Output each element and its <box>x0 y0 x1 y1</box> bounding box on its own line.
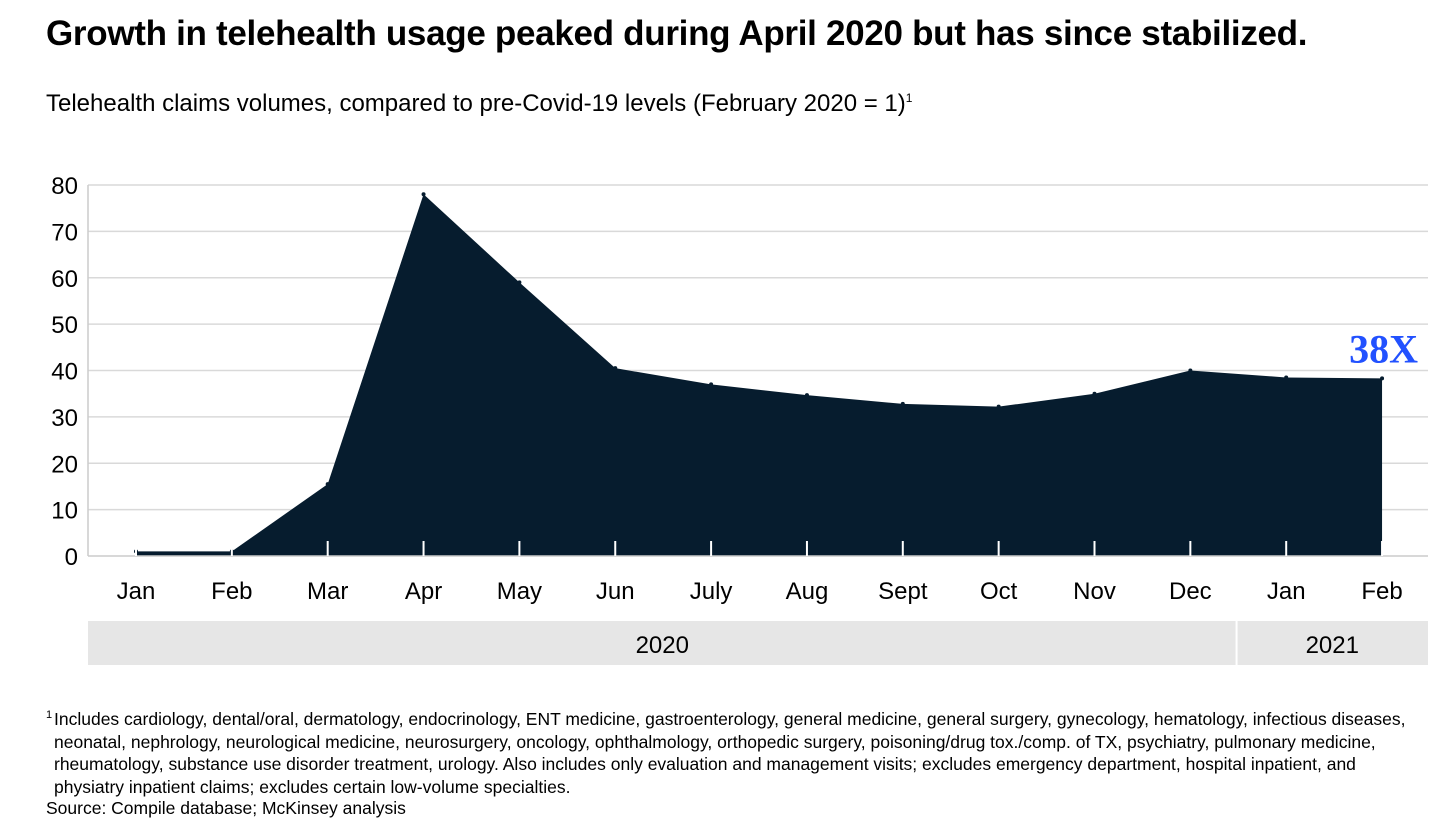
year-label: 2020 <box>636 632 689 659</box>
footnote-text: Includes cardiology, dental/oral, dermat… <box>54 709 1406 797</box>
annotation-38x: 38X <box>1349 326 1418 371</box>
y-tick-label: 0 <box>65 544 78 571</box>
y-tick-label: 40 <box>51 359 78 386</box>
x-tick-label: Jan <box>117 578 156 605</box>
x-tick-label: Jun <box>596 578 635 605</box>
data-point-8 <box>900 401 905 406</box>
data-point-12 <box>1284 375 1289 380</box>
data-point-7 <box>804 393 809 398</box>
data-point-2 <box>325 482 330 487</box>
x-tick-label: Feb <box>1361 578 1402 605</box>
x-tick-label: Mar <box>307 578 348 605</box>
y-tick-label: 70 <box>51 219 78 246</box>
data-point-6 <box>709 382 714 387</box>
data-point-11 <box>1188 368 1193 373</box>
footnote-mark: 1 <box>46 709 53 721</box>
data-point-9 <box>996 404 1001 409</box>
chart-subtitle: Telehealth claims volumes, compared to p… <box>46 90 912 118</box>
telehealth-area-chart: 0 10 20 30 40 50 60 70 80 Jan Feb Mar Apr May Jun July A… <box>51 173 1428 665</box>
data-point-5 <box>613 366 618 371</box>
x-tick-label: Aug <box>786 578 829 605</box>
y-tick-label: 30 <box>51 405 78 432</box>
x-tick-label: Apr <box>405 578 442 605</box>
x-tick-label: July <box>690 578 733 605</box>
x-tick-label: Feb <box>211 578 252 605</box>
year-band <box>88 621 1237 665</box>
x-tick-label: Sept <box>878 578 928 605</box>
chart-title: Growth in telehealth usage peaked during… <box>46 14 1308 53</box>
x-tick-label: Nov <box>1073 578 1116 605</box>
year-band <box>1236 621 1428 665</box>
x-tick-label: Oct <box>980 578 1018 605</box>
subtitle-footnote-mark: 1 <box>905 91 913 105</box>
y-tick-label: 10 <box>51 498 78 525</box>
y-tick-label: 20 <box>51 451 78 478</box>
data-point-3 <box>421 192 426 197</box>
year-label: 2021 <box>1306 632 1359 659</box>
data-point-13 <box>1380 376 1385 381</box>
subtitle-text: Telehealth claims volumes, compared to p… <box>46 90 906 117</box>
data-point-10 <box>1092 391 1097 396</box>
x-tick-label: May <box>497 578 542 605</box>
y-tick-label: 80 <box>51 173 78 200</box>
y-tick-label: 50 <box>51 312 78 339</box>
x-tick-label: Dec <box>1169 578 1212 605</box>
data-point-4 <box>517 280 522 285</box>
y-tick-label: 60 <box>51 266 78 293</box>
source-note: Source: Compile database; McKinsey analy… <box>46 798 406 818</box>
data-area <box>136 194 1383 556</box>
footnote: 1 Includes cardiology, dental/oral, derm… <box>46 708 1426 798</box>
x-tick-label: Jan <box>1267 578 1306 605</box>
